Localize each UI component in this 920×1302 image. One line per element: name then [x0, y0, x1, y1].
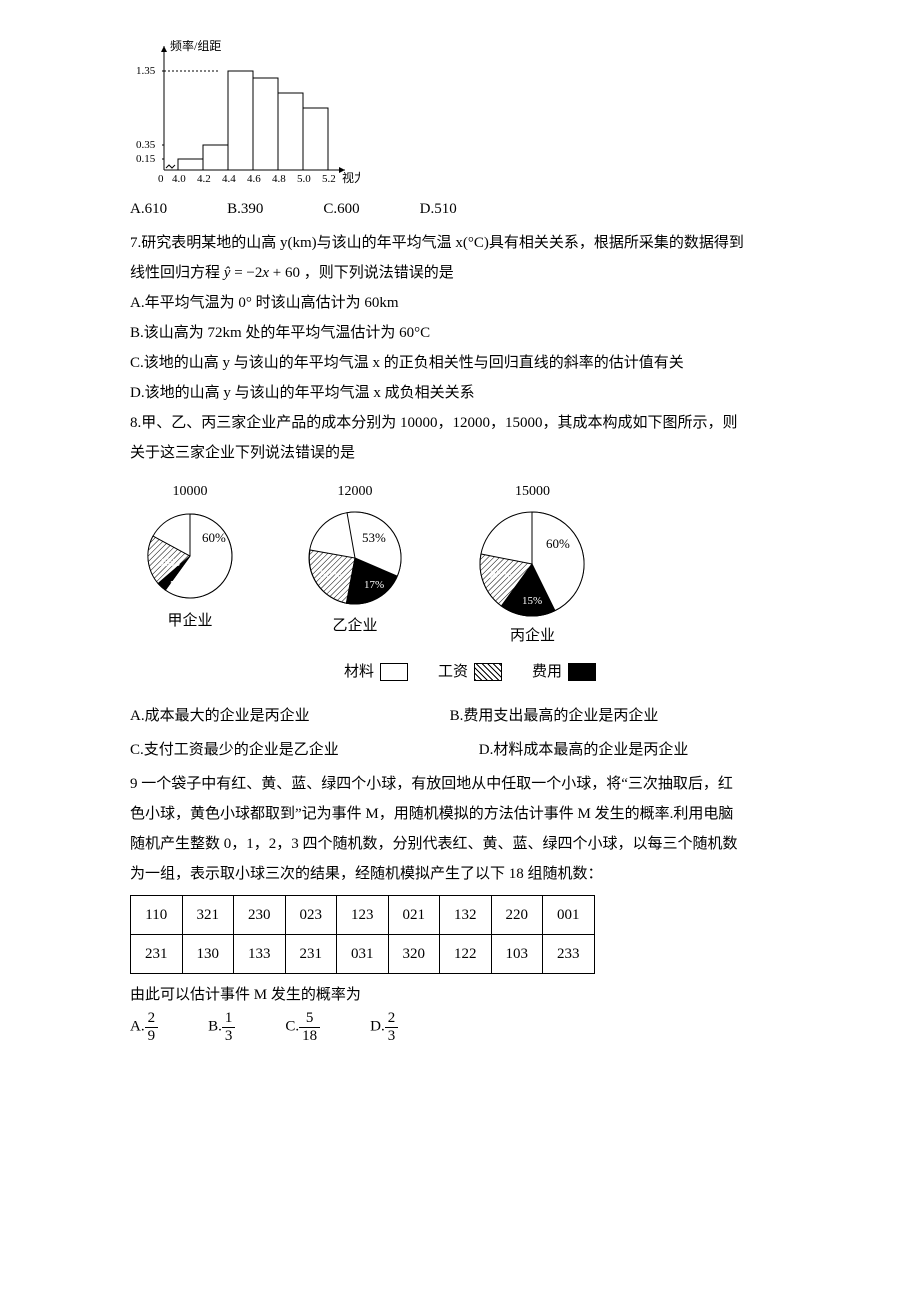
svg-text:30%: 30% [320, 567, 342, 581]
svg-text:15%: 15% [522, 595, 542, 607]
x-axis-label: 视力 [342, 170, 360, 185]
q9-opt-c: C.518 [285, 1010, 320, 1044]
svg-text:0: 0 [158, 173, 164, 185]
q6-opt-a: A.610 [130, 194, 167, 224]
q7-eq-post: ，则下列说法错误的是 [304, 265, 454, 281]
q9-l2: 色小球，黄色小球都取到”记为事件 M，用随机模拟的方法估计事件 M 发生的概率.… [130, 799, 810, 829]
pie-legend: 材料 工资 费用 [130, 657, 810, 687]
q9-opt-b: B.13 [208, 1010, 235, 1044]
q7-eq-line: 线性回归方程 ŷ = −2x + 60 ，则下列说法错误的是 [130, 258, 810, 288]
q9-table: 110321230023123021132220001 231130133231… [130, 895, 595, 974]
svg-text:5.2: 5.2 [322, 173, 336, 185]
q9-after: 由此可以估计事件 M 发生的概率为 [130, 980, 810, 1010]
q8-stem1: 8.甲、乙、丙三家企业产品的成本分别为 10000，12000，15000，其成… [130, 408, 810, 438]
legend-mat: 材料 [344, 657, 374, 687]
legend-fee: 费用 [532, 657, 562, 687]
svg-text:17%: 17% [364, 579, 384, 591]
q8-stem2: 关于这三家企业下列说法错误的是 [130, 438, 810, 468]
histogram: 频率/组距 视力 0.15 0.35 1.35 0 4.0 4.2 4.4 4.… [130, 40, 810, 190]
svg-text:0.35: 0.35 [136, 139, 156, 151]
pie-bing-title: 15000 [460, 478, 605, 506]
svg-text:0.15: 0.15 [136, 153, 156, 165]
q9-opt-d: D.23 [370, 1010, 398, 1044]
pie-jia-title: 10000 [130, 478, 250, 506]
q6-opt-d: D.510 [420, 194, 457, 224]
svg-text:4.8: 4.8 [272, 173, 286, 185]
svg-text:5%: 5% [170, 579, 185, 591]
q6-opt-b: B.390 [227, 194, 263, 224]
legend-swatch-hatch [474, 663, 502, 681]
q8-opt-d: D.材料成本最高的企业是丙企业 [479, 735, 689, 765]
svg-text:4.0: 4.0 [172, 173, 186, 185]
q9-opt-a: A.29 [130, 1010, 158, 1044]
svg-text:1.35: 1.35 [136, 65, 156, 77]
svg-text:5.0: 5.0 [297, 173, 311, 185]
histogram-svg: 频率/组距 视力 0.15 0.35 1.35 0 4.0 4.2 4.4 4.… [130, 40, 360, 190]
q7-opt-d: D.该地的山高 y 与该山的年平均气温 x 成负相关关系 [130, 378, 810, 408]
pie-jia-name: 甲企业 [130, 606, 250, 636]
pie-bing-name: 丙企业 [460, 621, 605, 651]
svg-text:4.6: 4.6 [247, 173, 261, 185]
pie-yi-title: 12000 [290, 478, 420, 506]
q6-opt-c: C.600 [323, 194, 359, 224]
svg-text:53%: 53% [362, 530, 386, 545]
q7-opt-c: C.该地的山高 y 与该山的年平均气温 x 的正负相关性与回归直线的斜率的估计值… [130, 348, 810, 378]
pie-yi-name: 乙企业 [290, 611, 420, 641]
svg-text:35%: 35% [158, 555, 180, 569]
q9-l4: 为一组，表示取小球三次的结果，经随机模拟产生了以下 18 组随机数： [130, 859, 810, 889]
legend-swatch-white [380, 663, 408, 681]
legend-swatch-black [568, 663, 596, 681]
svg-text:60%: 60% [202, 530, 226, 545]
q8-opt-b: B.费用支出最高的企业是丙企业 [450, 701, 659, 731]
svg-text:60%: 60% [546, 536, 570, 551]
table-row: 231130133231031320122103233 [131, 935, 595, 974]
svg-text:4.4: 4.4 [222, 173, 236, 185]
svg-text:25%: 25% [490, 567, 512, 581]
q7-opt-a: A.年平均气温为 0° 时该山高估计为 60km [130, 288, 810, 318]
pie-yi: 12000 53% 30% 17% 乙企业 [290, 478, 420, 651]
q7-equation: ŷ = −2x + 60 [224, 265, 300, 281]
pie-row: 10000 60% 35% 5% 甲企业 12000 53% 30% 17% 乙… [130, 478, 810, 651]
svg-text:4.2: 4.2 [197, 173, 211, 185]
q7-eq-pre: 线性回归方程 [130, 265, 220, 281]
q9-l1: 9 一个袋子中有红、黄、蓝、绿四个小球，有放回地从中任取一个小球，将“三次抽取后… [130, 769, 810, 799]
q8-row1: A.成本最大的企业是丙企业 B.费用支出最高的企业是丙企业 [130, 701, 810, 731]
q9-l3: 随机产生整数 0，1，2，3 四个随机数，分别代表红、黄、蓝、绿四个小球，以每三… [130, 829, 810, 859]
q6-options: A.610 B.390 C.600 D.510 [130, 194, 810, 224]
q7-opt-b: B.该山高为 72km 处的年平均气温估计为 60°C [130, 318, 810, 348]
legend-wage: 工资 [438, 657, 468, 687]
q8-row2: C.支付工资最少的企业是乙企业 D.材料成本最高的企业是丙企业 [130, 735, 810, 765]
pie-bing: 15000 60% 25% 15% 丙企业 [460, 478, 605, 651]
q9-options: A.29 B.13 C.518 D.23 [130, 1010, 810, 1044]
table-row: 110321230023123021132220001 [131, 896, 595, 935]
y-axis-label: 频率/组距 [170, 40, 221, 53]
q8-opt-c: C.支付工资最少的企业是乙企业 [130, 735, 339, 765]
q7-stem: 7.研究表明某地的山高 y(km)与该山的年平均气温 x(°C)具有相关关系，根… [130, 228, 810, 258]
pie-jia: 10000 60% 35% 5% 甲企业 [130, 478, 250, 651]
q8-opt-a: A.成本最大的企业是丙企业 [130, 701, 310, 731]
